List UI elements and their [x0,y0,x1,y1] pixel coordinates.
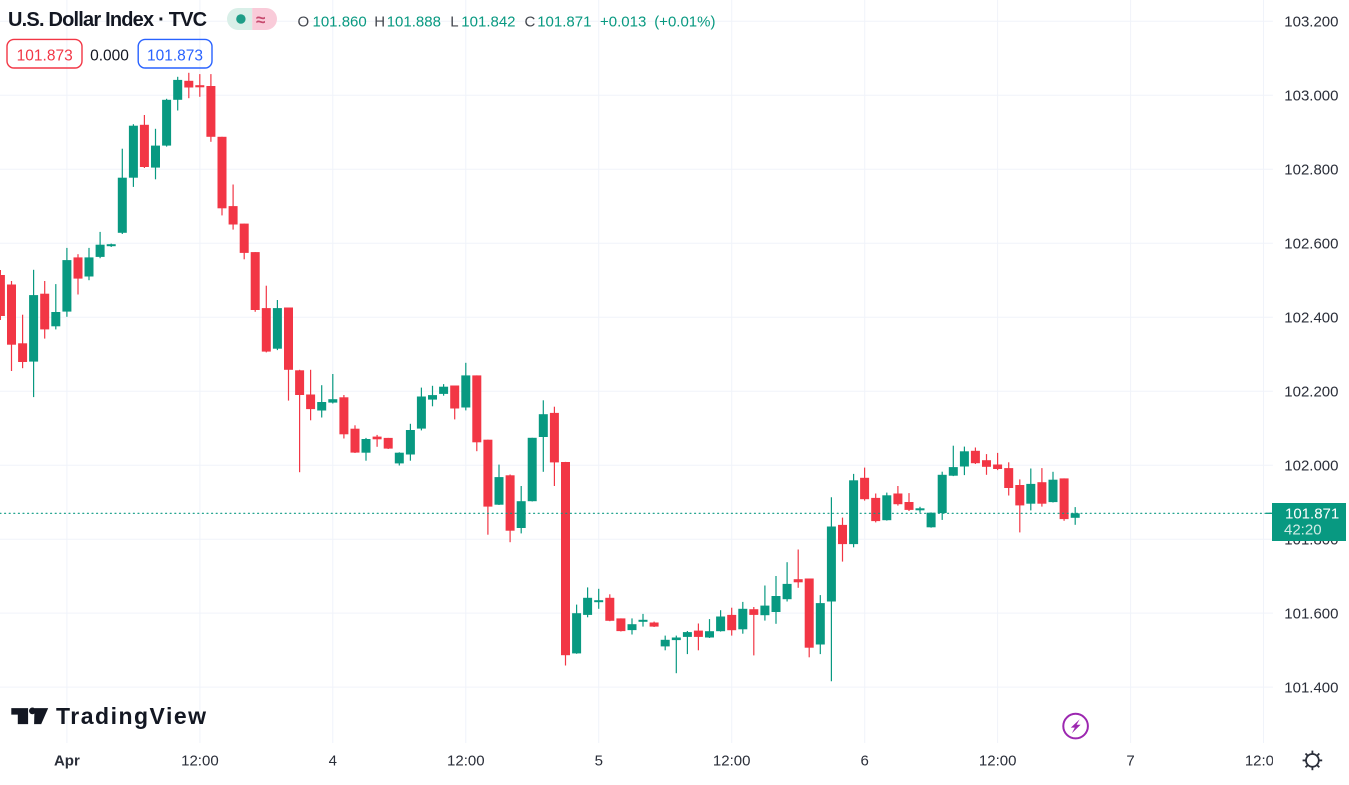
svg-text:0.000: 0.000 [90,47,129,64]
svg-text:(+0.01%): (+0.01%) [654,14,715,31]
svg-text:12:00: 12:00 [979,753,1017,770]
svg-text:C: C [525,14,536,31]
svg-text:101.871: 101.871 [1285,506,1339,523]
svg-text:5: 5 [595,753,603,770]
svg-text:U.S. Dollar Index · TVC: U.S. Dollar Index · TVC [8,9,207,31]
svg-text:L: L [450,14,458,31]
svg-text:12:00: 12:00 [181,753,219,770]
svg-text:101.888: 101.888 [387,14,441,31]
svg-text:42:20: 42:20 [1284,522,1322,539]
svg-text:12:00: 12:00 [447,753,485,770]
svg-text:7: 7 [1126,753,1134,770]
svg-text:102.600: 102.600 [1284,235,1338,252]
svg-text:TradingView: TradingView [56,703,208,729]
svg-text:102.000: 102.000 [1284,457,1338,474]
svg-text:102.400: 102.400 [1284,309,1338,326]
svg-text:6: 6 [861,753,869,770]
svg-text:12:00: 12:00 [1245,753,1283,770]
svg-text:O: O [298,14,310,31]
svg-text:103.200: 103.200 [1284,14,1338,31]
svg-text:H: H [374,14,385,31]
svg-text:103.000: 103.000 [1284,88,1338,105]
svg-text:Apr: Apr [54,753,80,770]
svg-text:102.200: 102.200 [1284,383,1338,400]
svg-text:12:00: 12:00 [713,753,751,770]
svg-text:+0.013: +0.013 [600,14,646,31]
svg-text:101.873: 101.873 [147,47,203,64]
svg-text:≈: ≈ [256,11,265,30]
svg-text:101.400: 101.400 [1284,679,1338,696]
svg-text:101.842: 101.842 [461,14,515,31]
svg-text:101.871: 101.871 [537,14,591,31]
svg-text:101.873: 101.873 [17,47,73,64]
svg-text:101.860: 101.860 [313,14,367,31]
svg-text:102.800: 102.800 [1284,162,1338,179]
svg-text:4: 4 [329,753,337,770]
svg-text:101.600: 101.600 [1284,605,1338,622]
